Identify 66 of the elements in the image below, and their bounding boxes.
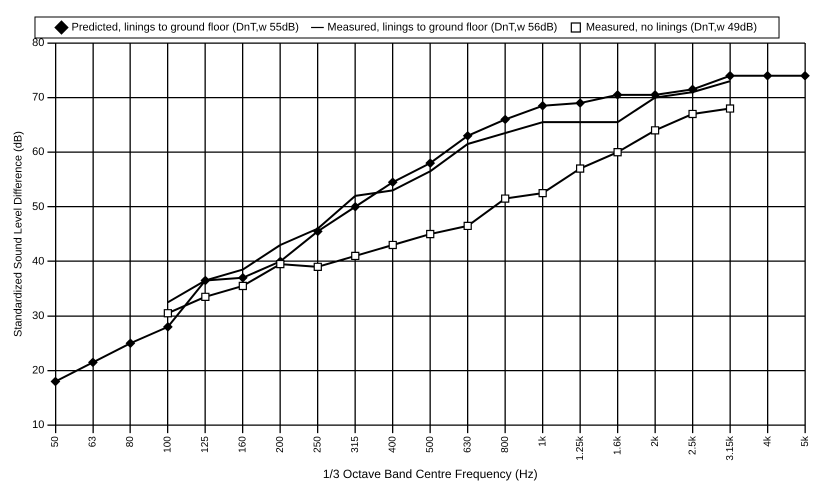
x-tick-label: 50	[50, 436, 62, 448]
y-axis-title: Standardized Sound Level Difference (dB)	[12, 131, 25, 338]
legend-label: Measured, linings to ground floor (DnT,w 56dB)	[327, 22, 558, 34]
point	[726, 104, 734, 113]
point	[538, 101, 548, 110]
y-tick-label: 40	[32, 255, 44, 268]
x-tick-label: 200	[275, 436, 286, 453]
point	[350, 202, 360, 212]
y-tick-label: 20	[32, 364, 44, 377]
y-tick-label: 50	[32, 200, 44, 213]
point	[688, 110, 697, 118]
point	[464, 222, 472, 230]
point	[163, 322, 172, 332]
x-tick-label: 630	[462, 436, 474, 453]
x-tick-label: 2.5k	[687, 435, 698, 456]
x-tick-label: 1k	[537, 435, 548, 447]
point	[351, 252, 360, 260]
point	[238, 273, 248, 282]
x-tick-label: 100	[162, 436, 174, 453]
point	[576, 164, 584, 173]
x-tick-label: 400	[387, 436, 398, 453]
point	[762, 71, 772, 80]
point	[538, 188, 547, 198]
x-tick-label: 250	[312, 436, 324, 453]
legend-label: Measured, no linings (DnT,w 49dB)	[586, 22, 758, 34]
point	[613, 90, 622, 100]
x-tick-label: 63	[88, 436, 99, 448]
x-tick-label: 1.25k	[574, 435, 586, 461]
point	[725, 71, 735, 80]
point	[164, 309, 172, 318]
x-tick-label: 4k	[762, 435, 774, 447]
x-tick-label: 315	[350, 436, 362, 453]
point	[426, 230, 434, 238]
x-tick-label: 1.6k	[612, 435, 624, 456]
x-tick-label: 3.15k	[724, 435, 736, 461]
point	[276, 260, 284, 268]
x-tick-label: 800	[500, 436, 511, 453]
point	[463, 131, 472, 140]
x-tick-label: 80	[125, 436, 136, 448]
x-axis-title: 1/3 Octave Band Centre Frequency (Hz)	[322, 467, 538, 482]
x-tick-label: 125	[200, 436, 212, 453]
x-tick-label: 2k	[650, 435, 661, 447]
x-tick-label: 5k	[800, 435, 811, 447]
point	[314, 262, 322, 271]
point	[238, 282, 247, 290]
point	[501, 194, 510, 203]
point	[576, 98, 585, 108]
point	[388, 240, 397, 250]
y-tick-label: 10	[32, 419, 44, 432]
y-tick-label: 30	[32, 310, 44, 322]
y-tick-label: 60	[32, 146, 44, 158]
point	[201, 292, 210, 301]
point	[88, 358, 98, 367]
x-tick-label: 160	[238, 436, 249, 453]
point	[50, 376, 60, 386]
point	[650, 126, 660, 134]
point	[500, 114, 510, 124]
point	[126, 338, 135, 348]
point	[613, 148, 622, 156]
point	[388, 178, 398, 187]
y-tick-label: 80	[32, 37, 44, 50]
x-tick-label: 500	[424, 436, 436, 453]
legend-label: Predicted, linings to ground floor (DnT,w 55dB)	[71, 22, 299, 34]
point	[800, 71, 810, 80]
point	[426, 158, 435, 168]
y-tick-label: 70	[32, 92, 44, 104]
